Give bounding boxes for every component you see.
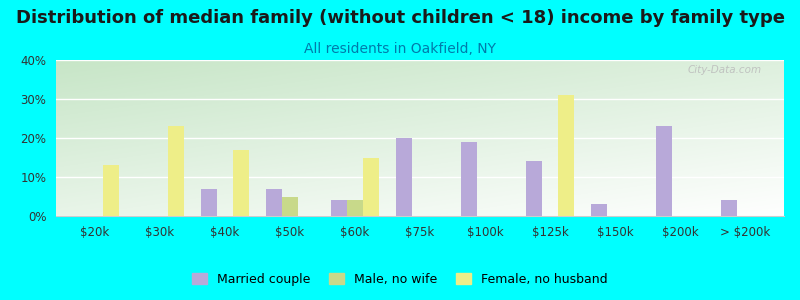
Bar xyxy=(526,161,542,216)
Bar xyxy=(721,200,737,216)
Bar xyxy=(363,158,379,216)
Bar xyxy=(558,95,574,216)
Text: City-Data.com: City-Data.com xyxy=(688,65,762,75)
Bar xyxy=(266,189,282,216)
Legend: Married couple, Male, no wife, Female, no husband: Married couple, Male, no wife, Female, n… xyxy=(187,268,613,291)
Text: Distribution of median family (without children < 18) income by family type: Distribution of median family (without c… xyxy=(15,9,785,27)
Bar xyxy=(656,126,672,216)
Bar xyxy=(233,150,250,216)
Bar xyxy=(347,200,363,216)
Bar xyxy=(330,200,347,216)
Bar xyxy=(590,204,607,216)
Bar xyxy=(168,126,184,216)
Bar xyxy=(396,138,412,216)
Text: All residents in Oakfield, NY: All residents in Oakfield, NY xyxy=(304,42,496,56)
Bar xyxy=(103,165,119,216)
Bar xyxy=(282,196,298,216)
Bar xyxy=(461,142,477,216)
Bar xyxy=(201,189,217,216)
